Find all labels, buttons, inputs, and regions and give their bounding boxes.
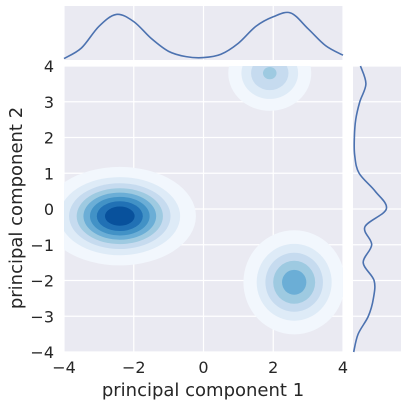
x-tick-label-2: 0 (198, 358, 208, 377)
marginal-y-panel (352, 65, 401, 353)
y-tick-label-4: 0 (44, 200, 54, 219)
y-tick-label-6: 2 (44, 129, 54, 148)
y-tick-label-2: −2 (30, 272, 54, 291)
x-tick-labels: −4 −2 0 2 4 (52, 358, 348, 377)
x-tick-label-3: 2 (268, 358, 278, 377)
marginal-y-kde-line (352, 65, 388, 353)
y-tick-labels: −4 −3 −2 −1 0 1 2 3 4 (30, 57, 54, 362)
y-tick-label-5: 1 (44, 164, 54, 183)
kde-level-1-4 (282, 269, 307, 295)
y-tick-label-1: −3 (30, 307, 54, 326)
joint-kde-panel (63, 65, 344, 353)
kde-cluster-2 (228, 66, 312, 111)
y-tick-label-8: 4 (44, 57, 54, 76)
y-tick-label-3: −1 (30, 236, 54, 255)
x-tick-label-4: 4 (338, 358, 348, 377)
kde-cluster-0 (64, 166, 196, 266)
y-tick-label-7: 3 (44, 93, 54, 112)
y-tick-label-0: −4 (30, 343, 54, 362)
x-tick-label-1: −2 (122, 358, 146, 377)
x-tick-label-0: −4 (52, 358, 76, 377)
marginal-x-panel (63, 6, 344, 60)
marginal-x-kde-line (63, 11, 344, 60)
kde-cluster-1 (243, 230, 343, 335)
kde-level-2-3 (263, 67, 277, 80)
kde-level-0-7 (104, 206, 135, 226)
kde-contours (64, 66, 343, 335)
x-axis-label: principal component 1 (102, 380, 304, 401)
y-axis-label: principal component 2 (6, 107, 27, 309)
